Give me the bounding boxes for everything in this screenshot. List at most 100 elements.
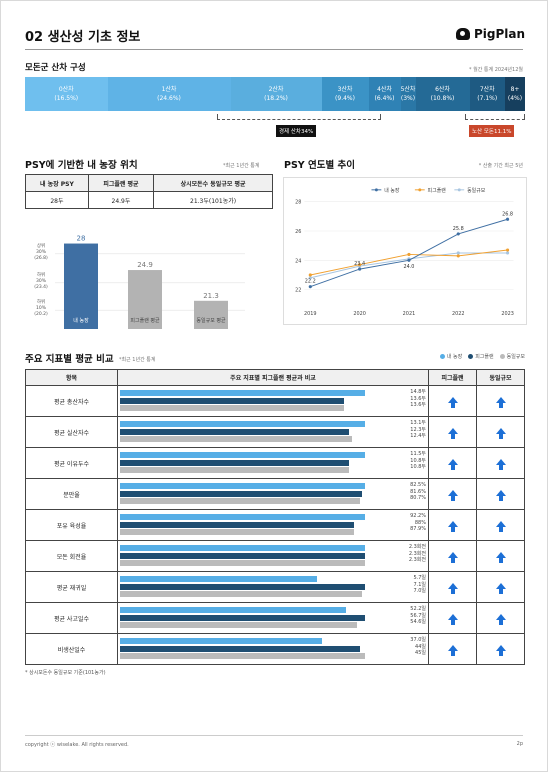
trend-legend-marker [457, 188, 461, 192]
trend-data-label: 25.8 [453, 226, 464, 232]
trend-point [456, 232, 460, 236]
trend-data-label: 23.4 [354, 261, 365, 267]
psy-bar-label: 동일규모 평균 [196, 317, 226, 324]
metric-bar [120, 397, 344, 404]
page-title: 02 생산성 기초 정보 [25, 30, 141, 45]
parity-segment-pct: (4%) [507, 95, 523, 102]
metric-bar [120, 498, 360, 504]
psy-bar-label: 내 농장 [73, 317, 89, 324]
psy-bar [64, 243, 98, 329]
metric-name: 평균 실산자수 [25, 416, 118, 448]
metrics-note: *최근 1년간 통계 [119, 357, 156, 363]
parity-segment-label: 4산차 [377, 86, 392, 93]
psy-reference-label: 하위 30% (23.4) [34, 271, 48, 290]
metric-bar [120, 653, 365, 659]
copyright: copyright ⓒ wiselake. All rights reserve… [25, 742, 129, 748]
parity-segment: 3산차 (9.4%) [321, 77, 369, 111]
pigplan-compare-cell [428, 416, 477, 448]
metric-value: 13.6두 [410, 402, 426, 408]
up-arrow-icon [495, 645, 506, 656]
metric-bar [120, 521, 355, 528]
metric-values: 2.3회전 2.3회전 2.3회전 [409, 544, 426, 564]
parity-segment-label: 7산차 [479, 86, 495, 93]
psy-note: *최근 1년간 통계 [223, 163, 260, 169]
metric-value: 10.8두 [410, 457, 426, 464]
trend-data-label: 24.0 [403, 264, 414, 270]
metric-value: 14.8두 [410, 389, 426, 395]
trend-y-tick: 28 [295, 200, 301, 206]
metric-bar [120, 428, 349, 435]
parity-segment-pct: (7.1%) [477, 95, 498, 102]
trend-section-title: PSY 연도별 추이 [284, 160, 355, 171]
metric-value: 2.3회전 [408, 557, 426, 563]
metric-value: 5.7일 [413, 575, 426, 581]
trend-y-tick: 24 [295, 258, 301, 264]
metric-bar [120, 645, 360, 652]
legend-same-scale: 동일규모 [499, 353, 525, 360]
psy-value-pigplan: 24.9두 [87, 191, 155, 209]
metric-bar [120, 421, 365, 427]
trend-point [407, 258, 411, 262]
up-arrow-icon [495, 552, 506, 563]
up-arrow-icon [495, 614, 506, 625]
metrics-header-pigplan: 피그플랜 [428, 369, 477, 386]
parity-segment-label: 3산차 [337, 86, 353, 93]
metric-bar [120, 467, 349, 473]
pigplan-compare-cell [428, 571, 477, 603]
pigplan-compare-cell [428, 478, 477, 510]
metric-value: 88% [414, 519, 426, 526]
psy-position-bar-chart: 상위 30% (26.8) 하위 30% (23.4) 하위 10% (20.2) 28 내 농장 2… [34, 235, 245, 329]
metric-value: 12.3두 [410, 426, 426, 433]
psy-header-mine: 내 농장 PSY [25, 174, 89, 192]
metric-value: 13.1두 [410, 420, 426, 426]
metric-value: 12.4두 [410, 433, 426, 439]
metric-bar [120, 405, 344, 411]
same-scale-compare-cell [476, 509, 525, 541]
metric-bars: 82.5% 81.6% 80.7% [117, 478, 429, 510]
pigplan-logo: PigPlan [455, 27, 525, 41]
parity-segment-pct: (9.4%) [335, 95, 355, 102]
pigplan-compare-cell [428, 633, 477, 665]
metric-bar [120, 459, 349, 466]
up-arrow-icon [447, 583, 458, 594]
metric-values: 5.7일 7.1일 7.0일 [413, 575, 426, 595]
trend-x-tick: 2021 [403, 311, 416, 317]
legend-mine: 내 농장 [439, 353, 462, 360]
same-scale-compare-cell [476, 416, 525, 448]
metric-values: 52.2일 56.7일 54.6일 [410, 606, 426, 626]
psy-reference-label: 상위 30% (26.8) [34, 242, 48, 261]
parity-segment-label: 1산차 [161, 86, 177, 93]
metric-name: 평균 총산자수 [25, 385, 118, 417]
trend-point [456, 251, 460, 255]
parity-note: * 월간 통계 2024년12월 [469, 67, 523, 73]
metrics-section-title: 주요 지표별 평균 비교 [25, 354, 114, 365]
metric-bars: 2.3회전 2.3회전 2.3회전 [117, 540, 429, 572]
metric-value: 44일 [415, 643, 426, 650]
metric-bar [120, 552, 365, 559]
parity-segment-pct: (18.2%) [264, 95, 288, 102]
parity-segment-pct: (24.6%) [157, 95, 181, 102]
metric-value: 10.8두 [410, 464, 426, 470]
same-scale-compare-cell [476, 633, 525, 665]
metric-name: 모돈 회전율 [25, 540, 118, 572]
metric-name: 비생산일수 [25, 633, 118, 665]
metric-bar [120, 614, 365, 621]
up-arrow-icon [447, 552, 458, 563]
metric-bar-group [120, 483, 426, 505]
parity-segment-label: 0산차 [58, 86, 74, 93]
metric-value: 54.6일 [410, 619, 426, 625]
psy-bar [194, 300, 228, 329]
trend-point [308, 276, 312, 280]
psy-table-header-row: 내 농장 PSY 피그플랜 평균 상시모돈수 동일규모 평균 [25, 174, 273, 192]
metric-bars: 92.2% 88% 87.9% [117, 509, 429, 541]
psy-bar-value: 21.3 [203, 292, 219, 300]
metric-bar [120, 483, 365, 489]
same-scale-compare-cell [476, 385, 525, 417]
metric-name: 분만율 [25, 478, 118, 510]
pig-logo-icon [455, 28, 470, 40]
metric-value: 7.1일 [413, 581, 426, 588]
trend-point [358, 263, 362, 267]
metrics-legend: 내 농장 피그플랜 동일규모 [439, 353, 525, 360]
parity-segment: 8+ (4%) [505, 77, 525, 111]
up-arrow-icon [447, 459, 458, 470]
